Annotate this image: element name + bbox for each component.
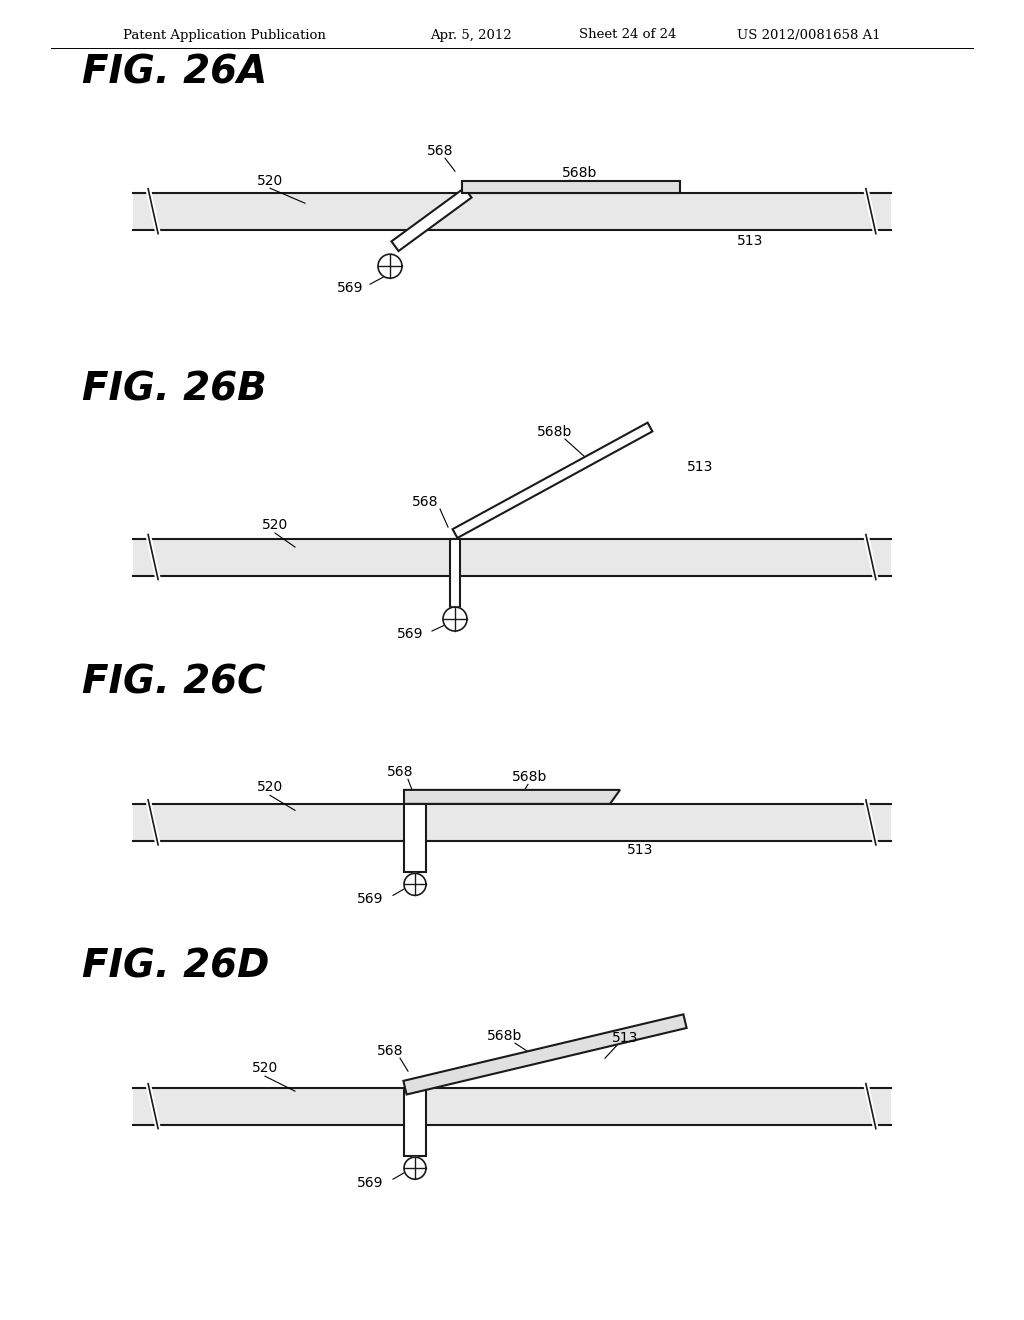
Bar: [133, 193, 891, 230]
Polygon shape: [403, 1014, 687, 1094]
Text: FIG. 26A: FIG. 26A: [82, 54, 267, 91]
Text: 568b: 568b: [562, 166, 598, 181]
Polygon shape: [453, 422, 652, 539]
Text: 513: 513: [687, 461, 713, 474]
Polygon shape: [404, 804, 426, 873]
Text: Patent Application Publication: Patent Application Publication: [123, 29, 326, 41]
Text: US 2012/0081658 A1: US 2012/0081658 A1: [737, 29, 881, 41]
Text: 569: 569: [356, 1176, 383, 1191]
Text: 569: 569: [396, 627, 423, 642]
Polygon shape: [378, 255, 402, 279]
Text: 520: 520: [262, 517, 288, 532]
Text: 520: 520: [257, 174, 283, 189]
Polygon shape: [391, 187, 471, 251]
Text: 568b: 568b: [538, 425, 572, 440]
Text: 569: 569: [356, 892, 383, 907]
Text: 568b: 568b: [487, 1030, 522, 1043]
Text: 513: 513: [737, 234, 763, 248]
Text: 568: 568: [412, 495, 438, 510]
Text: 568: 568: [377, 1044, 403, 1059]
Polygon shape: [450, 539, 460, 607]
Text: FIG. 26B: FIG. 26B: [82, 371, 266, 408]
Text: 568: 568: [427, 144, 454, 158]
Text: Sheet 24 of 24: Sheet 24 of 24: [579, 29, 676, 41]
Bar: [133, 1088, 891, 1125]
Polygon shape: [462, 181, 680, 193]
Polygon shape: [443, 607, 467, 631]
Text: 513: 513: [627, 843, 653, 858]
Polygon shape: [404, 874, 426, 895]
Polygon shape: [404, 1088, 426, 1156]
Text: 568: 568: [387, 766, 414, 779]
Text: FIG. 26D: FIG. 26D: [82, 948, 269, 985]
Text: 520: 520: [252, 1061, 279, 1076]
Text: FIG. 26C: FIG. 26C: [82, 664, 265, 701]
Text: 520: 520: [257, 780, 283, 795]
Bar: [133, 539, 891, 576]
Polygon shape: [404, 789, 620, 804]
Text: 569: 569: [337, 281, 364, 296]
Text: 513: 513: [611, 1031, 638, 1045]
Polygon shape: [404, 1158, 426, 1179]
Text: 568b: 568b: [512, 771, 548, 784]
Text: Apr. 5, 2012: Apr. 5, 2012: [430, 29, 512, 41]
Bar: [133, 804, 891, 841]
